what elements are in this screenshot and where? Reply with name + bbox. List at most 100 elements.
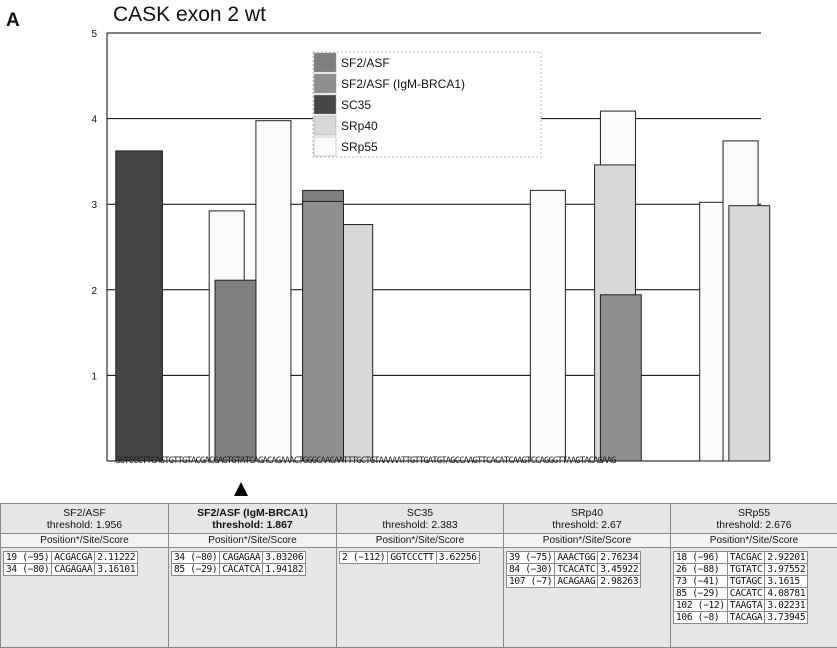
- bar-srp55-73: [530, 190, 565, 461]
- hit-site: TAAGTA: [727, 600, 765, 612]
- hit-site: TCACATC: [555, 564, 598, 576]
- column-subheader: Position*/Site/Score: [504, 534, 671, 548]
- motif-name: SRp40: [506, 507, 668, 519]
- legend-swatch: [314, 137, 336, 156]
- hit-position: 85 (−29): [674, 588, 728, 600]
- hit-site: CAGAGAA: [220, 552, 263, 564]
- hit-score: 4.08781: [765, 588, 808, 600]
- hit-site: AAACTGG: [555, 552, 598, 564]
- y-tick-label: 4: [91, 115, 97, 126]
- bar-sc35-2: [116, 151, 163, 461]
- bar-srp55-26: [256, 121, 291, 461]
- hit-score: 3.62256: [436, 552, 479, 564]
- motif-name: SRp55: [673, 507, 835, 519]
- hit-position: 19 (−95): [4, 552, 52, 564]
- hit-site: TGTAGC: [727, 576, 765, 588]
- motif-threshold: threshold: 2.383: [339, 519, 501, 531]
- bar-sf2-asf-igm-brca1--34: [303, 201, 344, 461]
- legend-swatch: [314, 74, 336, 93]
- motif-name: SF2/ASF: [3, 507, 166, 519]
- hit-position: 2 (−112): [340, 552, 388, 564]
- hit-score: 3.16101: [95, 564, 138, 576]
- hit-score: 3.45922: [598, 564, 641, 576]
- hit-score: 3.73945: [765, 612, 808, 624]
- hit-position: 26 (−88): [674, 564, 728, 576]
- motif-name: SC35: [339, 507, 501, 519]
- y-tick-label: 1: [91, 371, 97, 382]
- column-subheader: Position*/Site/Score: [169, 534, 337, 548]
- hit-score: 2.11222: [95, 552, 138, 564]
- hit-site: GGTCCCTT: [388, 552, 436, 564]
- legend-swatch: [314, 116, 336, 135]
- y-tick-label: 3: [91, 200, 97, 211]
- motif-name: SF2/ASF (IgM-BRCA1): [171, 507, 334, 519]
- motif-header: SF2/ASF (IgM-BRCA1)threshold: 1.867: [169, 504, 337, 534]
- hit-site: CACATCA: [220, 564, 263, 576]
- position-arrow-icon: [234, 482, 248, 496]
- hit-score: 2.98263: [598, 576, 641, 588]
- hit-position: 34 (−80): [172, 552, 220, 564]
- legend-label: SRp40: [341, 119, 378, 133]
- hit-site: TACGAC: [727, 552, 765, 564]
- hit-score: 3.03206: [263, 552, 306, 564]
- hit-site: CAGAGAA: [52, 564, 95, 576]
- hit-score: 3.97552: [765, 564, 808, 576]
- legend-label: SF2/ASF (IgM-BRCA1): [341, 77, 465, 91]
- hit-position: 85 (−29): [172, 564, 220, 576]
- exon-sequence: GGTCCCTTCAGTGTTGTACGACGAGTGTATCAGACAGAAA…: [115, 456, 761, 466]
- hit-score: 1.94182: [263, 564, 306, 576]
- hit-position: 73 (−41): [674, 576, 728, 588]
- hit-position: 102 (−12): [674, 600, 728, 612]
- hit-position: 39 (−75): [507, 552, 555, 564]
- legend-label: SC35: [341, 98, 371, 112]
- hit-position: 107 (−7): [507, 576, 555, 588]
- hit-position: 106 (−8): [674, 612, 728, 624]
- hit-site: CACATC: [727, 588, 765, 600]
- hit-score: 3.02231: [765, 600, 808, 612]
- legend-swatch: [314, 53, 336, 72]
- hit-position: 34 (−80): [4, 564, 52, 576]
- bar-sf2-asf-igm-brca1--85: [600, 295, 641, 461]
- legend-label: SF2/ASF: [341, 56, 390, 70]
- column-subheader: Position*/Site/Score: [1, 534, 169, 548]
- hit-site: ACAGAAG: [555, 576, 598, 588]
- motif-threshold: threshold: 1.956: [3, 519, 166, 531]
- hit-site: ACGACGA: [52, 552, 95, 564]
- hit-score: 2.76234: [598, 552, 641, 564]
- legend-label: SRp55: [341, 140, 378, 154]
- hit-score: 2.92201: [765, 552, 808, 564]
- bar-srp40-107: [729, 206, 770, 461]
- y-tick-label: 2: [91, 286, 97, 297]
- motif-threshold: threshold: 2.67: [506, 519, 668, 531]
- hit-position: 84 (−30): [507, 564, 555, 576]
- column-subheader: Position*/Site/Score: [671, 534, 837, 548]
- column-subheader: Position*/Site/Score: [337, 534, 504, 548]
